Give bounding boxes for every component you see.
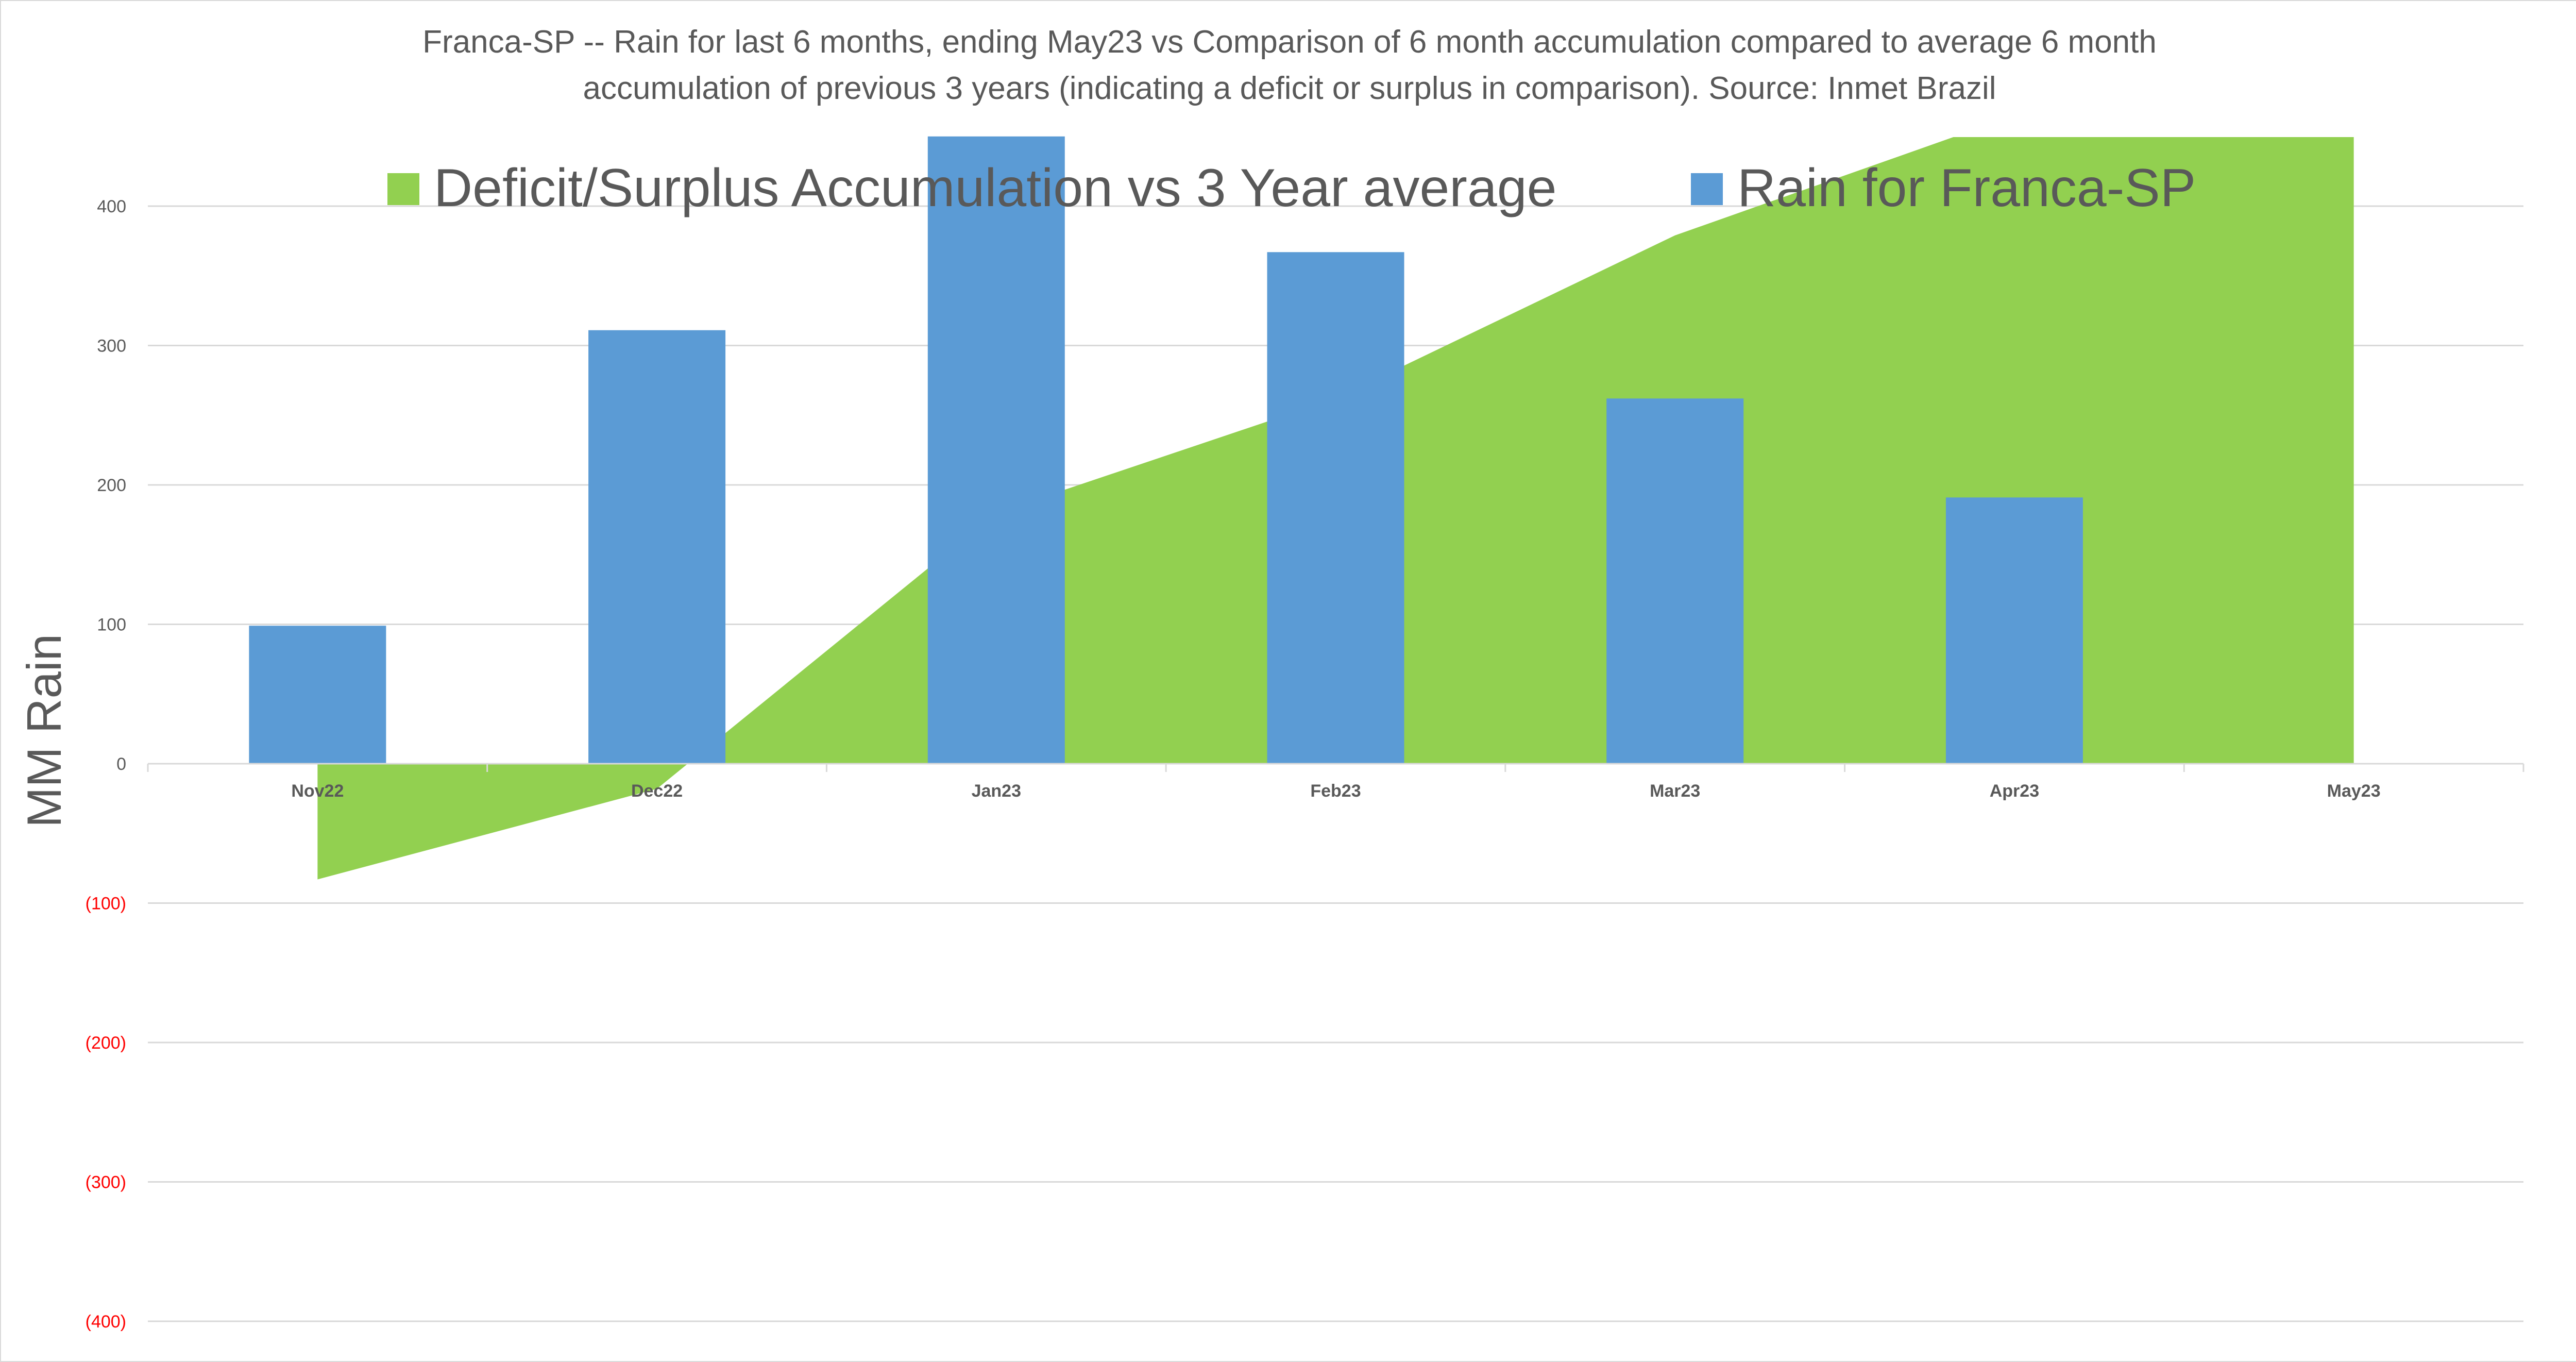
bar-rain-nov22 (249, 626, 386, 764)
legend-swatch (1691, 173, 1723, 205)
bar-rain-mar23 (1606, 398, 1744, 764)
y-tick-label: (400) (86, 1312, 126, 1332)
bar-rain-jan23 (927, 136, 1065, 764)
y-axis-label: MM Rain (17, 634, 71, 828)
x-tick-labels: Nov22 Dec22 Jan23 Feb23 Mar23 Apr23 May23 (291, 781, 2380, 801)
x-tick-label: Feb23 (1310, 781, 1361, 801)
y-tick-label: 100 (97, 615, 126, 635)
legend-swatch (387, 173, 419, 205)
y-tick-label: (200) (86, 1033, 126, 1053)
chart-title: Franca-SP -- Rain for last 6 months, end… (422, 24, 2157, 106)
x-tick-label: Apr23 (1990, 781, 2039, 801)
axes (147, 763, 2524, 772)
bar-rain-dec22 (588, 330, 726, 764)
x-tick-label: Nov22 (291, 781, 344, 801)
y-tick-label: (100) (86, 894, 126, 914)
chart-title-line-1: Franca-SP -- Rain for last 6 months, end… (422, 24, 2157, 60)
x-tick-label: Jan23 (972, 781, 1021, 801)
y-tick-label: 200 (97, 476, 126, 495)
legend-label: Rain for Franca-SP (1737, 158, 2196, 218)
bar-rain-apr23 (1945, 497, 2083, 764)
y-tick-label: 0 (116, 754, 126, 774)
legend-label: Deficit/Surplus Accumulation vs 3 Year a… (434, 158, 1556, 218)
x-tick-label: May23 (2327, 781, 2381, 801)
chart-title-line-2: accumulation of previous 3 years (indica… (583, 71, 1996, 106)
y-tick-labels: 400 300 200 100 0 (100) (200) (300) (400) (86, 197, 126, 1332)
y-tick-label: 300 (97, 337, 126, 356)
y-tick-label: 400 (97, 197, 126, 216)
bar-series (249, 136, 2083, 764)
legend: Deficit/Surplus Accumulation vs 3 Year a… (387, 158, 2196, 218)
y-tick-label: (300) (86, 1173, 126, 1192)
x-tick-label: Mar23 (1650, 781, 1700, 801)
bar-rain-feb23 (1267, 252, 1404, 764)
x-tick-label: Dec22 (631, 781, 683, 801)
